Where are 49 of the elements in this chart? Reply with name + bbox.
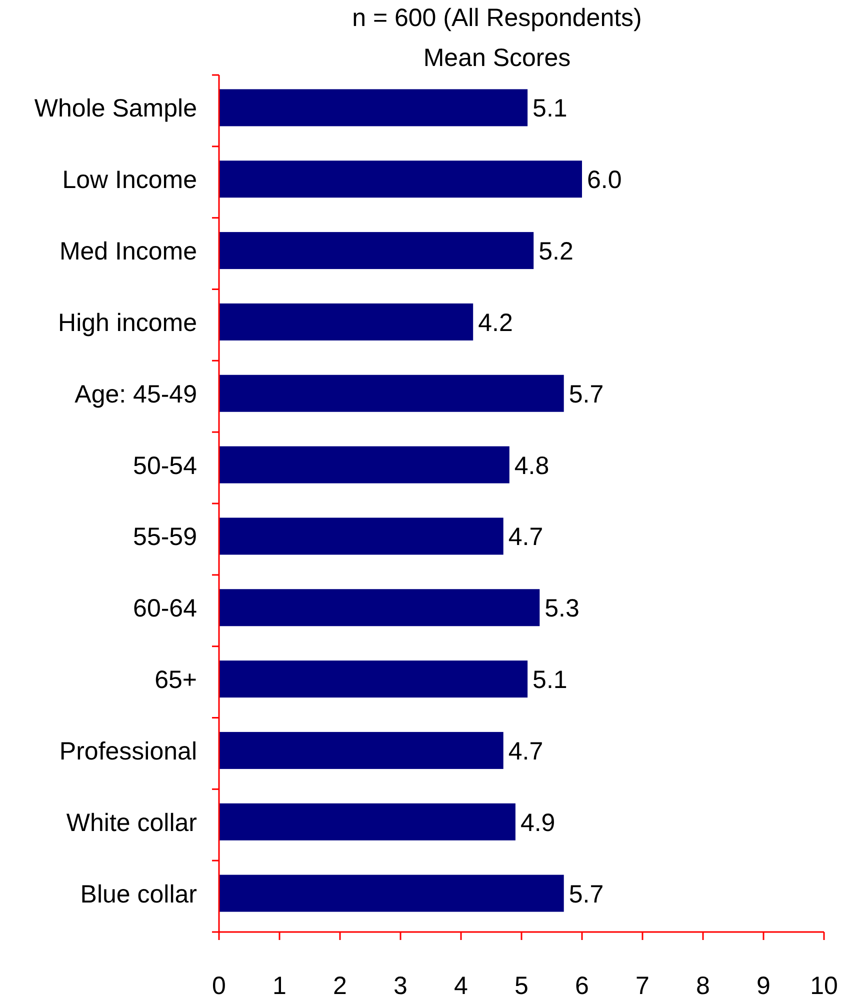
bar	[219, 518, 504, 555]
y-tick-label: Med Income	[59, 238, 197, 266]
bar	[219, 232, 534, 270]
data-label: 5.2	[538, 238, 574, 266]
bar	[219, 303, 474, 340]
data-label: 5.7	[568, 380, 604, 408]
y-tick-label: 65+	[154, 666, 197, 694]
y-tick-label: Blue collar	[80, 880, 197, 908]
y-tick-label: 50-54	[133, 452, 198, 480]
bar	[219, 446, 510, 484]
x-tick-label: 9	[756, 972, 770, 998]
data-label: 5.1	[532, 666, 568, 694]
x-tick-label: 10	[810, 972, 838, 998]
bar	[219, 874, 564, 912]
bar	[219, 160, 582, 198]
chart-subtitle: Mean Scores	[423, 44, 571, 72]
data-label: 4.8	[514, 452, 550, 480]
data-label: 4.2	[478, 308, 513, 337]
data-label: 5.7	[568, 880, 604, 908]
bar	[219, 803, 516, 840]
bar	[219, 589, 540, 626]
bar	[219, 374, 564, 412]
bar	[219, 660, 528, 698]
x-tick-label: 3	[394, 972, 408, 998]
x-tick-label: 0	[212, 972, 226, 998]
data-label: 5.3	[544, 594, 580, 623]
data-label: 5.1	[532, 94, 568, 123]
x-tick-label: 4	[454, 972, 468, 998]
y-tick-label: 55-59	[133, 523, 197, 552]
x-tick-label: 6	[575, 972, 589, 998]
bar	[219, 89, 528, 126]
data-label: 4.9	[520, 808, 556, 837]
y-tick-label: Professional	[59, 737, 197, 766]
data-label: 4.7	[508, 737, 544, 766]
y-tick-label: Low Income	[62, 166, 197, 194]
x-tick-label: 5	[514, 972, 528, 998]
data-label: 4.7	[508, 523, 544, 552]
x-tick-label: 8	[696, 972, 710, 998]
y-tick-label: Age: 45-49	[74, 380, 197, 408]
y-tick-label: 60-64	[133, 594, 198, 623]
bar	[219, 732, 504, 769]
y-tick-label: White collar	[66, 808, 197, 837]
x-tick-label: 1	[272, 972, 286, 998]
y-tick-label: Whole Sample	[34, 94, 197, 123]
x-tick-label: 2	[333, 972, 347, 998]
data-label: 6.0	[587, 166, 622, 194]
y-tick-label: High income	[58, 308, 197, 337]
chart-title: n = 600 (All Respondents)	[352, 4, 642, 32]
x-tick-label: 7	[636, 972, 650, 998]
